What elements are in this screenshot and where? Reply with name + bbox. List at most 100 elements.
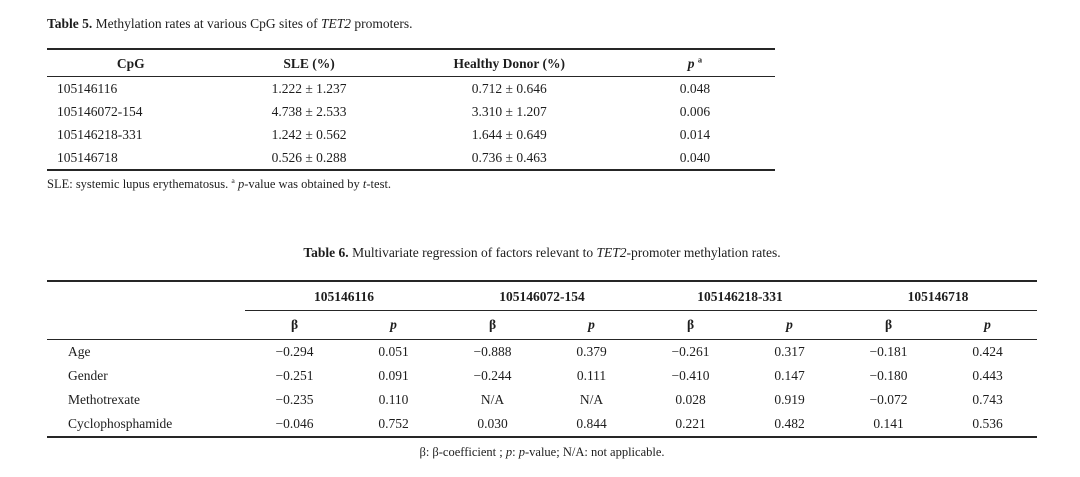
table6-cell: −0.072	[869, 392, 908, 407]
table5-caption-text: Methylation rates at various CpG sites o…	[92, 16, 321, 31]
table5-cell-cpg: 105146718	[57, 150, 118, 165]
table6-cell: −0.261	[671, 344, 710, 359]
table6-row-label: Age	[68, 344, 91, 359]
table5-cell-healthy: 0.712 ± 0.646	[471, 81, 547, 96]
table6-subheader-beta: β	[839, 310, 938, 340]
table5-footnote: SLE: systemic lupus erythematosus. a p-v…	[47, 176, 775, 192]
table6-cell: 0.536	[972, 416, 1003, 431]
table6-section: Table 6. Multivariate regression of fact…	[47, 243, 1037, 460]
table5-row: 105146218-331 1.242 ± 0.562 1.644 ± 0.64…	[47, 123, 775, 146]
table6-subheader-p: p	[542, 310, 641, 340]
table6-cell: −0.294	[275, 344, 314, 359]
table5-footnote-t: t	[362, 177, 367, 191]
table5-cell-healthy: 1.644 ± 0.649	[471, 127, 547, 142]
table5-cell-sle: 4.738 ± 2.533	[271, 104, 347, 119]
table5-footnote-p: p	[237, 177, 245, 191]
table6-subheader-p: p	[344, 310, 443, 340]
table5-cell-sle: 1.222 ± 1.237	[271, 81, 347, 96]
table5-header-sle: SLE (%)	[214, 49, 404, 77]
table6-subheader-beta: β	[443, 310, 542, 340]
table6-cell: 0.111	[576, 368, 607, 383]
table6-subheader-p-symbol: p	[588, 317, 595, 332]
table5-caption: Table 5. Methylation rates at various Cp…	[47, 14, 775, 34]
table6-cell: 0.844	[576, 416, 607, 431]
table6-stub-cell	[47, 310, 245, 340]
table5-cell-p: 0.006	[679, 104, 711, 119]
table6-row-label: Gender	[68, 368, 108, 383]
table6-subheader-p-symbol: p	[786, 317, 793, 332]
table6-group-header-row: 105146116 105146072-154 105146218-331 10…	[47, 281, 1037, 311]
table6-cell: 0.030	[477, 416, 508, 431]
table6-cell: 0.110	[378, 392, 409, 407]
table5-header-healthy-donor: Healthy Donor (%)	[403, 49, 615, 77]
table6-stub-cell	[47, 281, 245, 311]
table6-cell: −0.181	[869, 344, 908, 359]
table5-header-p: p a	[614, 49, 775, 77]
table6-cell: 0.147	[774, 368, 805, 383]
table6-cell: 0.379	[576, 344, 607, 359]
table6-cell: 0.482	[774, 416, 805, 431]
table6-cell: 0.743	[972, 392, 1003, 407]
table6-cell: −0.888	[473, 344, 512, 359]
table6-caption-label: Table 6.	[303, 245, 349, 260]
table5-header-cpg: CpG	[47, 49, 215, 77]
table6-cell: 0.443	[972, 368, 1003, 383]
table6-footnote-colon: :	[512, 445, 519, 459]
table5-header-p-symbol: p	[687, 56, 695, 71]
table6-group-105146072-154: 105146072-154	[443, 281, 641, 311]
table5-cell-healthy: 3.310 ± 1.207	[471, 104, 547, 119]
table6-cell: −0.046	[275, 416, 314, 431]
table6-group-105146218-331: 105146218-331	[641, 281, 839, 311]
table5-cell-cpg: 105146116	[57, 81, 118, 96]
table6-cell: 0.051	[378, 344, 409, 359]
table6-subheader-p-symbol: p	[390, 317, 397, 332]
table6-row-age: Age −0.294 0.051 −0.888 0.379 −0.261 0.3…	[47, 340, 1037, 365]
table5-cell-p: 0.014	[679, 127, 711, 142]
table5-cell-sle: 1.242 ± 0.562	[271, 127, 347, 142]
table6: 105146116 105146072-154 105146218-331 10…	[47, 280, 1037, 438]
table5-footnote-text: -value was obtained by	[244, 177, 363, 191]
table6-footnote: β: β-coefficient ; p: p-value; N/A: not …	[47, 444, 1037, 460]
table6-footnote-tail: -value; N/A: not applicable.	[524, 445, 665, 459]
table6-cell: N/A	[480, 392, 505, 407]
table6-cell: −0.235	[275, 392, 314, 407]
table6-row-label: Methotrexate	[68, 392, 140, 407]
table5-footnote-sle: SLE: systemic lupus erythematosus.	[47, 177, 232, 191]
table5-cell-p: 0.040	[679, 150, 711, 165]
table5-header-row: CpG SLE (%) Healthy Donor (%) p a	[47, 49, 775, 77]
table6-footnote-beta: β: β-coefficient ;	[419, 445, 506, 459]
table6-cell: 0.141	[873, 416, 904, 431]
table6-caption: Table 6. Multivariate regression of fact…	[47, 243, 1037, 263]
table5-row: 105146072-154 4.738 ± 2.533 3.310 ± 1.20…	[47, 100, 775, 123]
table5-row: 105146718 0.526 ± 0.288 0.736 ± 0.463 0.…	[47, 146, 775, 170]
table5-row: 105146116 1.222 ± 1.237 0.712 ± 0.646 0.…	[47, 77, 775, 101]
table6-footnote-p2: p	[518, 445, 525, 459]
table6-cell: 0.752	[378, 416, 409, 431]
table6-row-gender: Gender −0.251 0.091 −0.244 0.111 −0.410 …	[47, 364, 1037, 388]
table5-footnote-tail: -test.	[366, 177, 392, 191]
table6-cell: 0.424	[972, 344, 1003, 359]
table5: CpG SLE (%) Healthy Donor (%) p a 105146…	[47, 48, 775, 171]
table6-row-label: Cyclophosphamide	[68, 416, 173, 431]
table5-footnote-superscript: a	[231, 175, 235, 185]
table6-cell: 0.221	[675, 416, 706, 431]
table6-subheader-p: p	[938, 310, 1037, 340]
table6-cell: N/A	[579, 392, 604, 407]
table6-caption-tail: -promoter methylation rates.	[626, 245, 781, 260]
table5-cell-healthy: 0.736 ± 0.463	[471, 150, 547, 165]
table6-cell: −0.410	[671, 368, 710, 383]
table6-cell: −0.180	[869, 368, 908, 383]
table5-section: Table 5. Methylation rates at various Cp…	[47, 14, 775, 192]
table6-subheader-beta: β	[641, 310, 740, 340]
table6-cell: 0.091	[378, 368, 409, 383]
table5-cell-p: 0.048	[679, 81, 711, 96]
table5-cell-cpg: 105146218-331	[57, 127, 143, 142]
table6-subheader-p: p	[740, 310, 839, 340]
table5-cell-sle: 0.526 ± 0.288	[271, 150, 347, 165]
table6-caption-text: Multivariate regression of factors relev…	[348, 245, 597, 260]
table6-footnote-p: p	[505, 445, 513, 459]
table6-cell: 0.317	[774, 344, 805, 359]
table6-subheader-beta: β	[245, 310, 344, 340]
table5-header-p-superscript: a	[697, 55, 703, 65]
